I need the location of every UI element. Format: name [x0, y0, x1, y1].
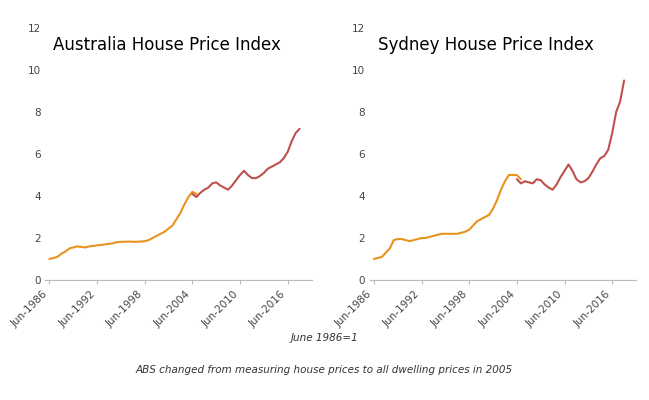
Text: Australia House Price Index: Australia House Price Index [53, 36, 281, 54]
Text: ABS changed from measuring house prices to all dwelling prices in 2005: ABS changed from measuring house prices … [136, 365, 513, 375]
Text: Sydney House Price Index: Sydney House Price Index [378, 36, 594, 54]
Text: June 1986=1: June 1986=1 [291, 333, 358, 343]
